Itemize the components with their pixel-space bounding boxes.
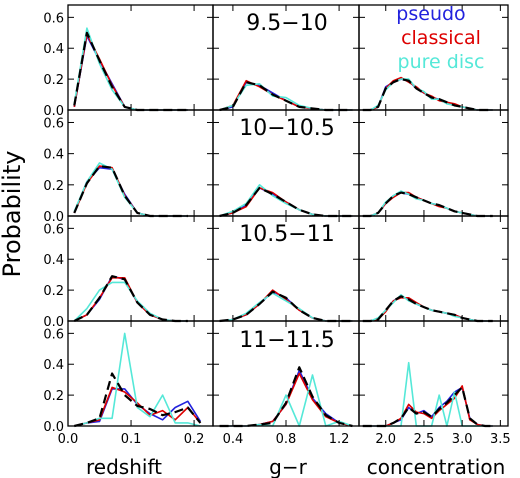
y-tick-label-r1c0-1: 0.2 (43, 179, 64, 194)
mass-bin-label-4: 11−11.5 (239, 328, 334, 353)
series-line-pseudo-r3c1 (219, 369, 353, 427)
y-tick-label-r1c0-0: 0.0 (43, 210, 64, 225)
x-tick-label-c0-0: 0.0 (58, 432, 79, 447)
panel-frame-r1c2 (358, 109, 509, 217)
series-line-all-r1c0 (73, 165, 188, 218)
y-tick-label-r3c0-0: 0.0 (43, 420, 64, 435)
legend-classical: classical (401, 27, 481, 49)
series-line-classical-r2c0 (73, 276, 188, 322)
series-line-all-r2c2 (362, 295, 493, 323)
legend-pure-disc: pure disc (398, 51, 485, 73)
x-tick-label-c0-2: 0.2 (184, 432, 205, 447)
mass-bin-label-1: 9.5−10 (246, 11, 327, 36)
y-tick-label-r1c0-3: 0.6 (43, 116, 64, 131)
mass-bin-label-2: 10−10.5 (239, 116, 334, 141)
series-line-all-r1c2 (362, 191, 493, 218)
panel-frame-r1c0 (67, 109, 214, 217)
y-tick-label-r3c0-3: 0.6 (43, 327, 64, 342)
legend-pseudo: pseudo (396, 3, 465, 25)
y-tick-label-r2c0-2: 0.4 (43, 253, 64, 268)
series-line-pure-disc-r1c2 (362, 190, 493, 217)
panel-grid: 0.00.20.40.60.00.20.40.60.00.20.40.60.00… (43, 4, 511, 447)
series-line-pure-disc-r1c0 (73, 162, 188, 217)
series-line-pseudo-r2c0 (73, 275, 188, 322)
series-line-all-r2c0 (73, 275, 188, 323)
x-tick-label-c2-2: 3.0 (452, 432, 473, 447)
x-axis-label-g-r: g−r (269, 455, 307, 478)
series-line-classical-r1c0 (73, 165, 188, 217)
series-line-classical-r1c2 (362, 191, 493, 217)
panel-frame-r2c2 (358, 215, 509, 322)
y-tick-label-r3c0-1: 0.2 (43, 389, 64, 404)
y-tick-label-r2c0-3: 0.6 (43, 222, 64, 237)
x-tick-label-c2-3: 3.5 (490, 432, 511, 447)
mass-bin-label-3: 10.5−11 (239, 222, 334, 247)
series-line-pseudo-r1c2 (362, 191, 493, 217)
series-line-all-r0c0 (73, 31, 188, 112)
panel-frame-r3c2 (358, 320, 509, 427)
y-tick-label-r0c0-2: 0.4 (43, 42, 64, 57)
series-line-pseudo-r0c0 (73, 35, 188, 111)
series-line-all-r0c2 (362, 77, 493, 112)
x-axis-label-concentration: concentration (367, 455, 506, 478)
y-tick-label-r3c0-2: 0.4 (43, 358, 64, 373)
y-tick-label-r0c0-3: 0.6 (43, 11, 64, 26)
x-tick-label-c2-1: 2.5 (414, 432, 435, 447)
y-tick-label-r2c0-1: 0.2 (43, 284, 64, 299)
x-tick-label-c1-2: 1.2 (329, 432, 350, 447)
y-tick-label-r1c0-2: 0.4 (43, 148, 64, 163)
y-axis-label: Probability (0, 151, 26, 278)
x-tick-label-c0-1: 0.1 (121, 432, 142, 447)
x-tick-label-c1-1: 0.8 (276, 432, 297, 447)
y-tick-label-r2c0-0: 0.0 (43, 315, 64, 330)
series-line-pure-disc-r0c0 (73, 27, 188, 111)
x-axis-label-redshift: redshift (86, 455, 162, 478)
series-line-pure-disc-r3c0 (74, 332, 201, 427)
panel-frame-r0c0 (67, 4, 214, 111)
y-tick-label-r0c0-0: 0.0 (43, 104, 64, 119)
x-tick-label-c2-0: 2.0 (375, 432, 396, 447)
y-tick-label-r0c0-1: 0.2 (43, 73, 64, 88)
series-line-all-r3c2 (362, 386, 493, 428)
x-tick-label-c1-0: 0.4 (223, 432, 244, 447)
series-line-all-r3c0 (74, 372, 202, 428)
